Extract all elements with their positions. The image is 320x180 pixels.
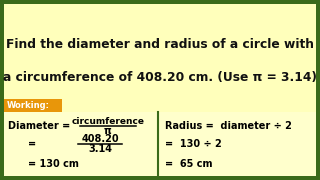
Text: π: π — [104, 125, 112, 136]
Text: 408.20: 408.20 — [81, 134, 119, 144]
Text: Diameter =: Diameter = — [8, 121, 74, 131]
FancyBboxPatch shape — [4, 112, 316, 176]
Text: Find the diameter and radius of a circle with: Find the diameter and radius of a circle… — [6, 37, 314, 51]
Text: =: = — [28, 139, 39, 149]
Text: circumference: circumference — [71, 116, 145, 125]
Text: =  130 ÷ 2: = 130 ÷ 2 — [165, 139, 222, 149]
FancyBboxPatch shape — [4, 99, 62, 112]
Text: Radius =  diameter ÷ 2: Radius = diameter ÷ 2 — [165, 121, 292, 131]
Text: Working:: Working: — [7, 101, 50, 110]
Text: a circumference of 408.20 cm. (Use π = 3.14): a circumference of 408.20 cm. (Use π = 3… — [3, 71, 317, 84]
Text: 3.14: 3.14 — [88, 143, 112, 154]
FancyBboxPatch shape — [4, 4, 316, 112]
Text: = 130 cm: = 130 cm — [28, 159, 79, 169]
Text: =  65 cm: = 65 cm — [165, 159, 212, 169]
